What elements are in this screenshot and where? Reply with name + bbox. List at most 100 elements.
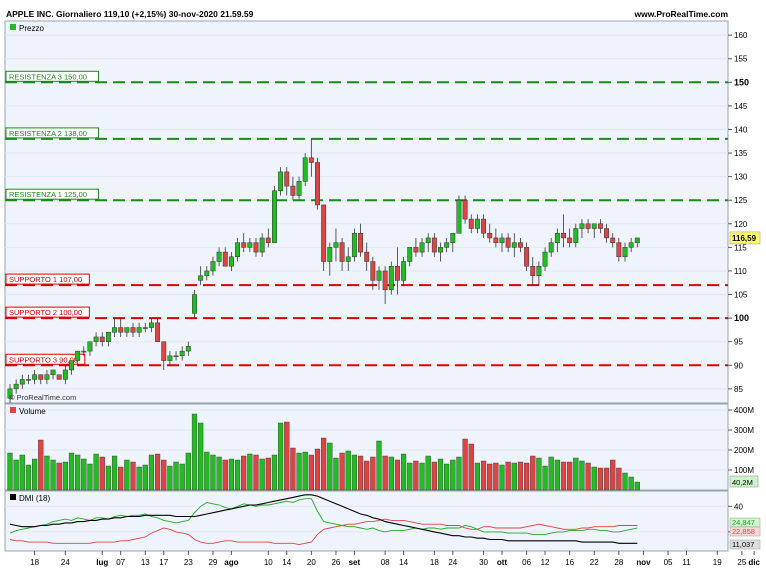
volume-bar — [111, 455, 118, 491]
candle-body — [315, 162, 320, 206]
candle-body — [204, 270, 210, 276]
support-label-box — [5, 273, 90, 285]
candle-body — [407, 247, 413, 262]
price-tick-label: 100 — [734, 313, 749, 323]
volume-bar — [68, 452, 75, 491]
volume-bar — [142, 464, 148, 491]
candle-body — [259, 237, 265, 253]
support-level-label: SUPPORTO 2 100,00 — [9, 308, 82, 317]
volume-bar — [290, 447, 296, 491]
candle-body — [554, 232, 560, 243]
x-tick-label: 30 — [479, 558, 488, 567]
candle-body — [38, 374, 44, 380]
candle-body — [628, 242, 634, 248]
volume-bar — [597, 467, 604, 491]
candle-body — [62, 369, 68, 380]
x-tick-label: 12 — [541, 558, 550, 567]
candle-body — [616, 242, 622, 258]
volume-bar — [179, 463, 185, 491]
volume-bar — [370, 456, 376, 491]
volume-bar — [603, 467, 610, 491]
support-level-label: SUPPORTO 3 90,00 — [9, 355, 78, 364]
volume-bar — [314, 448, 321, 491]
candle-body — [351, 232, 357, 258]
volume-bar — [216, 456, 222, 491]
volume-bar — [505, 461, 511, 491]
volume-bar — [87, 463, 93, 491]
volume-bar — [130, 461, 136, 491]
volume-bar — [517, 461, 524, 491]
candle-body — [382, 270, 388, 291]
candle-body — [505, 237, 511, 248]
volume-bar — [345, 450, 351, 491]
candle-body — [81, 350, 87, 353]
x-tick-label: 05 — [664, 558, 673, 567]
volume-bar — [413, 460, 419, 491]
candle-body — [308, 157, 314, 163]
candle-body — [124, 327, 130, 333]
dmi-tick-label: 40 — [734, 502, 743, 511]
volume-bar — [376, 440, 382, 491]
candle-body — [542, 251, 548, 267]
support-level-label: SUPPORTO 1 107,00 — [9, 275, 82, 284]
support-label-box — [5, 353, 86, 365]
candle-body — [173, 355, 179, 358]
volume-tick-label: 100M — [734, 466, 754, 475]
candle-body — [511, 242, 517, 248]
price-legend-swatch — [10, 24, 16, 30]
candle-body — [493, 237, 499, 243]
last-price-label: 116,59 — [732, 234, 757, 243]
x-tick-label: 13 — [141, 558, 150, 567]
x-tick-label: lug — [96, 558, 108, 567]
dmi-last-label: 22,858 — [732, 527, 755, 536]
volume-tick-label: 300M — [734, 426, 754, 435]
volume-bar — [75, 454, 81, 491]
volume-bar — [210, 454, 216, 491]
last-volume-label: 40,2M — [732, 478, 753, 487]
candle-body — [425, 237, 431, 243]
x-tick-label: 16 — [565, 558, 574, 567]
volume-bar — [204, 451, 210, 491]
volume-bar — [536, 457, 542, 491]
candle-body — [536, 265, 542, 276]
candle-body — [561, 232, 566, 239]
x-tick-label: 24 — [61, 558, 70, 567]
x-tick-label: 07 — [116, 558, 125, 567]
volume-bar — [19, 454, 25, 491]
volume-bar — [450, 459, 456, 491]
volume-bar — [173, 461, 179, 491]
candle-body — [339, 242, 345, 262]
candle-body — [118, 327, 124, 333]
x-tick-label: 18 — [30, 558, 39, 567]
x-tick-label: 11 — [682, 558, 691, 567]
volume-bar — [327, 442, 333, 491]
candle-body — [69, 360, 74, 371]
candle-body — [130, 327, 136, 333]
x-tick-label: 17 — [159, 558, 168, 567]
candle-body — [604, 228, 609, 239]
volume-bar — [265, 457, 271, 491]
candle-body — [50, 369, 56, 375]
dmi-plus-line — [9, 498, 638, 535]
resistance-level-label: RESISTENZA 3 150,00 — [9, 72, 87, 81]
dmi-minus-line — [9, 518, 638, 546]
candle-body — [75, 350, 81, 361]
candle-body — [296, 181, 302, 196]
candle-body — [44, 374, 50, 380]
candle-body — [518, 242, 523, 248]
price-tick-label: 120 — [734, 220, 748, 229]
candle-body — [222, 251, 228, 267]
x-tick-label: 22 — [590, 558, 599, 567]
price-tick-label: 90 — [734, 361, 743, 370]
volume-bar — [339, 452, 345, 491]
volume-bar — [25, 464, 32, 491]
volume-bar — [616, 467, 622, 491]
x-tick-label: set — [349, 558, 361, 567]
support-label-box — [5, 306, 90, 318]
candle-body — [247, 242, 253, 248]
price-tick-label: 115 — [734, 243, 747, 252]
watermark: © ProRealTime.com — [9, 393, 76, 402]
candle-body — [253, 242, 259, 253]
price-tick-label: 85 — [734, 385, 743, 394]
candle-body — [585, 223, 591, 229]
